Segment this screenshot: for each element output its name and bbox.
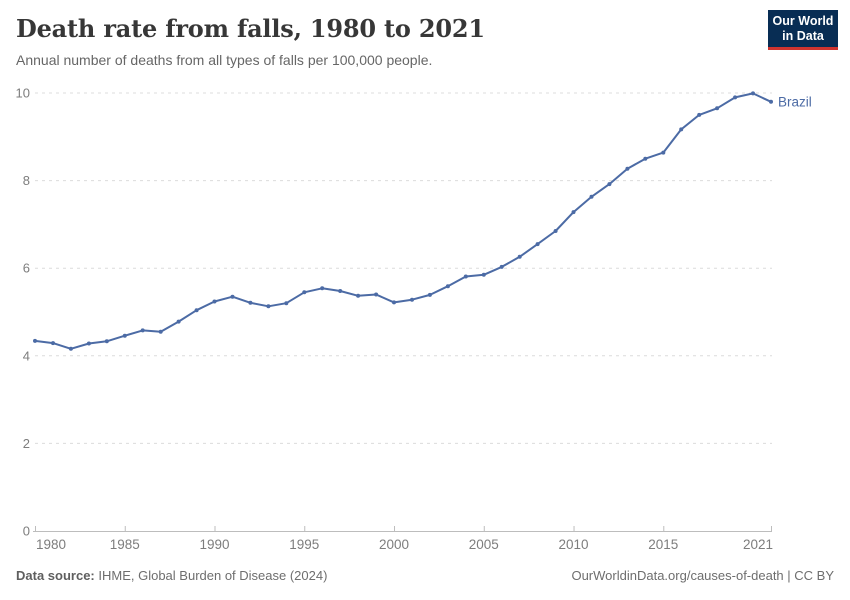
data-point-2008[interactable]: [535, 242, 540, 247]
data-point-1980[interactable]: [33, 338, 37, 343]
owid-logo: Our World in Data: [768, 10, 838, 50]
attribution: OurWorldinData.org/causes-of-death | CC …: [571, 568, 834, 583]
data-point-2018[interactable]: [715, 106, 720, 111]
data-source-label: Data source:: [16, 568, 95, 583]
y-tick-label-8: 8: [23, 173, 30, 188]
x-tick-label-2005: 2005: [469, 537, 499, 552]
series-line-brazil[interactable]: [34, 92, 772, 350]
data-point-2003[interactable]: [445, 284, 450, 289]
data-point-1982[interactable]: [68, 346, 73, 351]
x-tick-label-1990: 1990: [199, 537, 229, 552]
data-point-1991[interactable]: [230, 294, 235, 299]
data-point-1985[interactable]: [122, 333, 127, 338]
data-point-2000[interactable]: [392, 300, 396, 305]
x-tick-label-2010: 2010: [559, 537, 589, 552]
data-point-2014[interactable]: [643, 156, 648, 161]
data-point-2011[interactable]: [589, 194, 594, 199]
data-point-1993[interactable]: [266, 304, 271, 309]
data-point-1998[interactable]: [356, 293, 361, 298]
data-point-1986[interactable]: [140, 328, 145, 333]
data-point-2006[interactable]: [499, 264, 504, 269]
owid-logo-line2: in Data: [782, 28, 824, 43]
owid-logo-line1: Our World: [772, 13, 834, 28]
data-point-1984[interactable]: [104, 339, 109, 344]
data-point-1995[interactable]: [302, 290, 307, 295]
data-point-2001[interactable]: [410, 297, 414, 302]
data-point-1997[interactable]: [338, 289, 343, 293]
data-point-1999[interactable]: [374, 292, 379, 297]
x-tick-label-1995: 1995: [289, 537, 319, 552]
data-point-2013[interactable]: [625, 166, 630, 171]
chart-footer: Data source: IHME, Global Burden of Dise…: [16, 568, 834, 583]
data-point-1994[interactable]: [284, 301, 289, 306]
data-source: Data source: IHME, Global Burden of Dise…: [16, 568, 327, 583]
y-tick-label-10: 10: [16, 86, 30, 101]
data-point-2010[interactable]: [571, 210, 576, 215]
x-tick-label-2015: 2015: [648, 537, 678, 552]
data-point-2020[interactable]: [751, 91, 755, 96]
data-point-1990[interactable]: [212, 299, 217, 304]
data-point-2016[interactable]: [679, 127, 684, 132]
data-point-2015[interactable]: [661, 150, 666, 155]
x-tick-label-2000: 2000: [379, 537, 409, 552]
x-tick-label-2021: 2021: [743, 537, 773, 552]
data-point-2005[interactable]: [481, 272, 486, 277]
data-point-2019[interactable]: [733, 95, 738, 100]
data-point-1987[interactable]: [158, 329, 163, 334]
y-tick-label-0: 0: [23, 524, 30, 539]
data-point-1983[interactable]: [86, 341, 91, 346]
y-tick-label-4: 4: [23, 348, 30, 363]
data-point-2007[interactable]: [517, 254, 522, 259]
chart-subtitle: Annual number of deaths from all types o…: [16, 52, 433, 68]
series-label-brazil[interactable]: Brazil: [778, 94, 812, 109]
x-tick-label-1985: 1985: [110, 537, 140, 552]
data-point-2017[interactable]: [697, 112, 702, 117]
data-point-2012[interactable]: [607, 182, 612, 187]
data-point-2004[interactable]: [463, 274, 468, 279]
y-tick-label-2: 2: [23, 436, 30, 451]
page-title: Death rate from falls, 1980 to 2021: [16, 14, 485, 43]
data-point-2002[interactable]: [427, 292, 432, 297]
data-point-1996[interactable]: [320, 286, 325, 291]
y-tick-label-6: 6: [23, 261, 30, 276]
data-point-2021[interactable]: [769, 99, 773, 104]
data-point-1989[interactable]: [194, 308, 199, 313]
data-source-text: IHME, Global Burden of Disease (2024): [98, 568, 328, 583]
data-point-1992[interactable]: [248, 300, 253, 305]
data-point-1981[interactable]: [51, 341, 55, 346]
x-tick-label-1980: 1980: [36, 537, 66, 552]
data-point-2009[interactable]: [553, 229, 558, 233]
data-point-1988[interactable]: [176, 319, 181, 324]
